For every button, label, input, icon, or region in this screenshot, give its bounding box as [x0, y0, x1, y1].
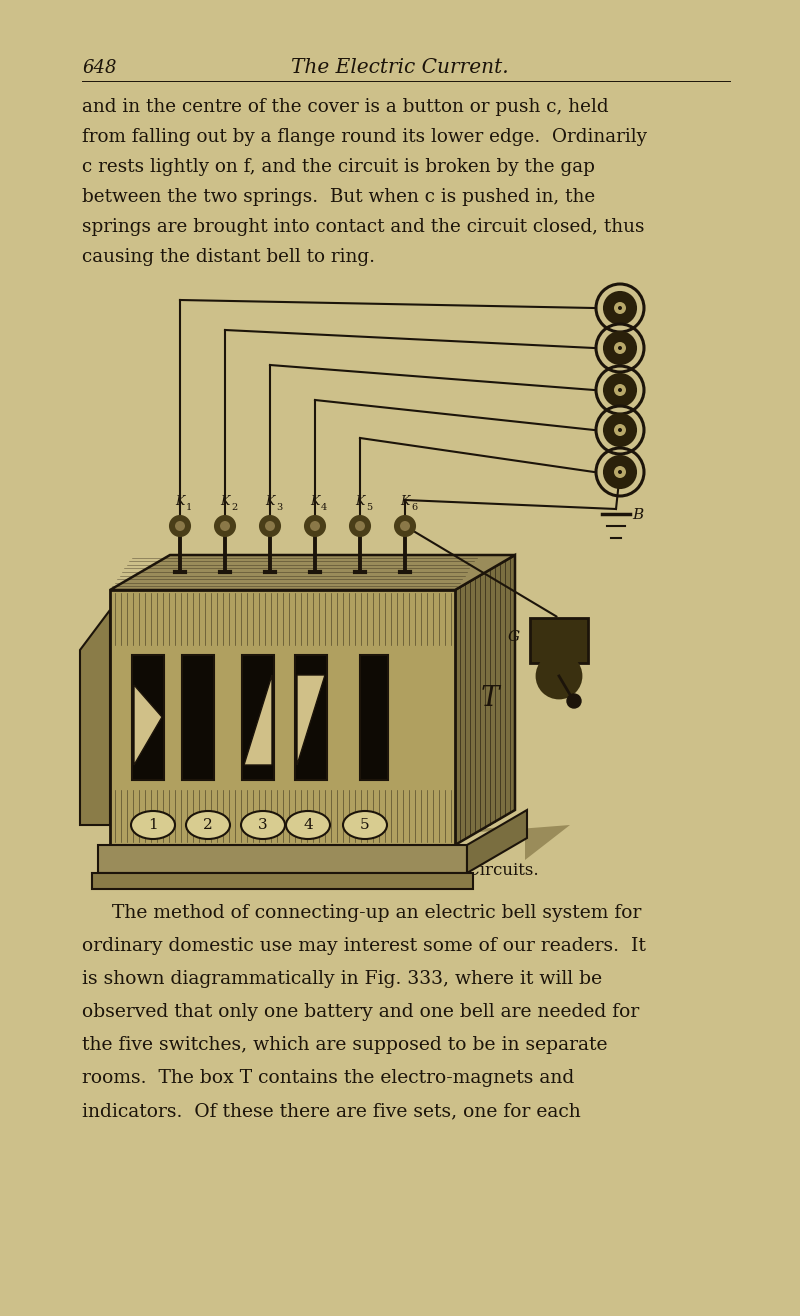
Circle shape [537, 654, 581, 697]
Text: K: K [266, 495, 274, 508]
Bar [98, 845, 467, 873]
Circle shape [618, 307, 622, 311]
Text: K: K [355, 495, 365, 508]
Circle shape [310, 521, 320, 530]
Circle shape [395, 516, 415, 536]
Text: the five switches, which are supposed to be in separate: the five switches, which are supposed to… [82, 1036, 607, 1054]
Ellipse shape [131, 811, 175, 840]
Circle shape [604, 292, 636, 324]
Circle shape [618, 346, 622, 350]
Text: 3: 3 [276, 503, 282, 512]
Polygon shape [80, 611, 110, 825]
Bar [360, 655, 388, 780]
Ellipse shape [343, 811, 387, 840]
Circle shape [618, 388, 622, 392]
Text: rooms.  The box T contains the electro-magnets and: rooms. The box T contains the electro-ma… [82, 1069, 574, 1087]
Text: from falling out by a flange round its lower edge.  Ordinarily: from falling out by a flange round its l… [82, 128, 647, 146]
Text: observed that only one battery and one bell are needed for: observed that only one battery and one b… [82, 1003, 639, 1021]
Circle shape [305, 516, 325, 536]
Circle shape [220, 521, 230, 530]
Polygon shape [244, 675, 272, 765]
Circle shape [618, 470, 622, 474]
Circle shape [604, 415, 636, 446]
Circle shape [400, 521, 410, 530]
Text: causing the distant bell to ring.: causing the distant bell to ring. [82, 247, 375, 266]
Bar [132, 655, 164, 780]
Text: 3: 3 [258, 819, 268, 832]
Text: 6: 6 [411, 503, 417, 512]
Text: 2: 2 [231, 503, 238, 512]
Text: K: K [175, 495, 185, 508]
Circle shape [355, 521, 365, 530]
Circle shape [618, 428, 622, 432]
Text: The Electric Current.: The Electric Current. [291, 58, 509, 78]
Bar [295, 655, 327, 780]
Text: T: T [481, 686, 499, 712]
Text: K: K [220, 495, 230, 508]
Ellipse shape [286, 811, 330, 840]
Polygon shape [467, 811, 527, 873]
Circle shape [614, 342, 626, 354]
Text: and in the centre of the cover is a button or push c, held: and in the centre of the cover is a butt… [82, 97, 609, 116]
Text: 1: 1 [186, 503, 192, 512]
Circle shape [604, 457, 636, 488]
Text: 5: 5 [360, 819, 370, 832]
Text: K: K [400, 495, 410, 508]
Bar [92, 873, 473, 890]
Text: The method of connecting-up an electric bell system for: The method of connecting-up an electric … [112, 904, 642, 923]
Circle shape [604, 332, 636, 365]
Text: 2: 2 [203, 819, 213, 832]
Circle shape [350, 516, 370, 536]
Text: indicators.  Of these there are five sets, one for each: indicators. Of these there are five sets… [82, 1101, 581, 1120]
Circle shape [614, 301, 626, 315]
Text: springs are brought into contact and the circuit closed, thus: springs are brought into contact and the… [82, 218, 645, 236]
Bar [182, 655, 214, 780]
Text: 4: 4 [303, 819, 313, 832]
Circle shape [215, 516, 235, 536]
Text: ordinary domestic use may interest some of our readers.  It: ordinary domestic use may interest some … [82, 937, 646, 955]
Polygon shape [530, 619, 588, 663]
Circle shape [614, 384, 626, 396]
Text: G: G [508, 630, 520, 644]
Polygon shape [297, 675, 325, 765]
Polygon shape [455, 555, 515, 845]
Text: B: B [632, 508, 643, 522]
Circle shape [175, 521, 185, 530]
Text: 1: 1 [148, 819, 158, 832]
Ellipse shape [241, 811, 285, 840]
Circle shape [604, 374, 636, 407]
Polygon shape [110, 555, 515, 590]
Text: is shown diagrammatically in Fig. 333, where it will be: is shown diagrammatically in Fig. 333, w… [82, 970, 602, 988]
Polygon shape [134, 686, 162, 765]
Polygon shape [120, 825, 570, 859]
Text: 4: 4 [321, 503, 327, 512]
Circle shape [614, 424, 626, 436]
Circle shape [170, 516, 190, 536]
Ellipse shape [186, 811, 230, 840]
Bar [242, 655, 274, 780]
Circle shape [567, 694, 581, 708]
Text: c rests lightly on f, and the circuit is broken by the gap: c rests lightly on f, and the circuit is… [82, 158, 595, 176]
Text: 5: 5 [366, 503, 372, 512]
Text: K: K [310, 495, 320, 508]
Text: Fig. 333.— Electric Bell Circuits.: Fig. 333.— Electric Bell Circuits. [261, 862, 539, 879]
Circle shape [265, 521, 275, 530]
Text: 648: 648 [82, 59, 117, 78]
Text: between the two springs.  But when c is pushed in, the: between the two springs. But when c is p… [82, 188, 595, 207]
Circle shape [614, 466, 626, 478]
Circle shape [260, 516, 280, 536]
Bar [110, 590, 455, 845]
